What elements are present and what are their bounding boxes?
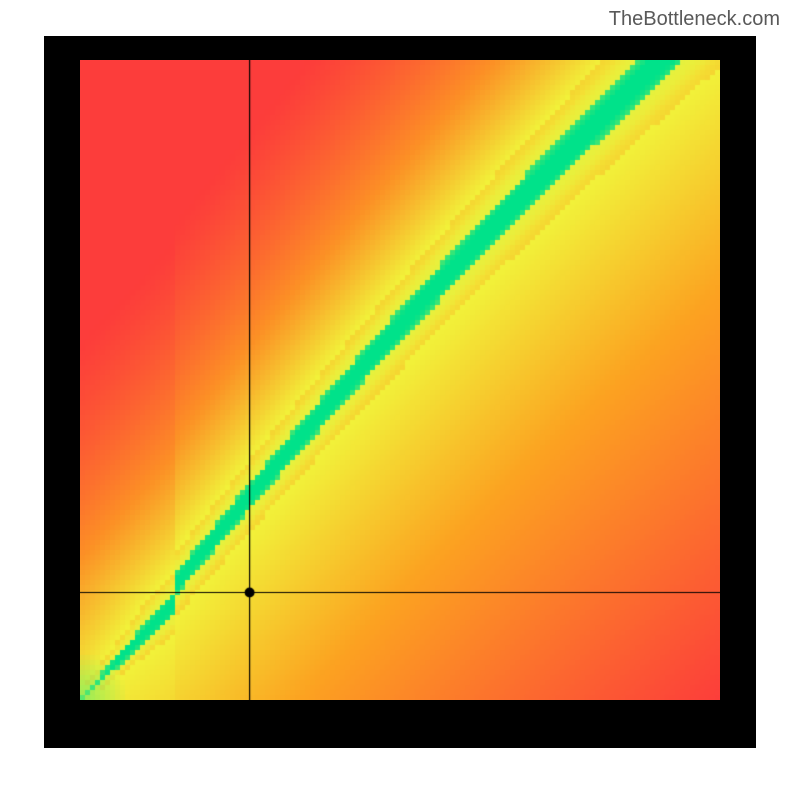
chart-frame: [44, 36, 756, 748]
attribution-text: TheBottleneck.com: [609, 8, 780, 31]
heatmap-plot: [80, 60, 720, 700]
heatmap-canvas: [80, 60, 720, 700]
